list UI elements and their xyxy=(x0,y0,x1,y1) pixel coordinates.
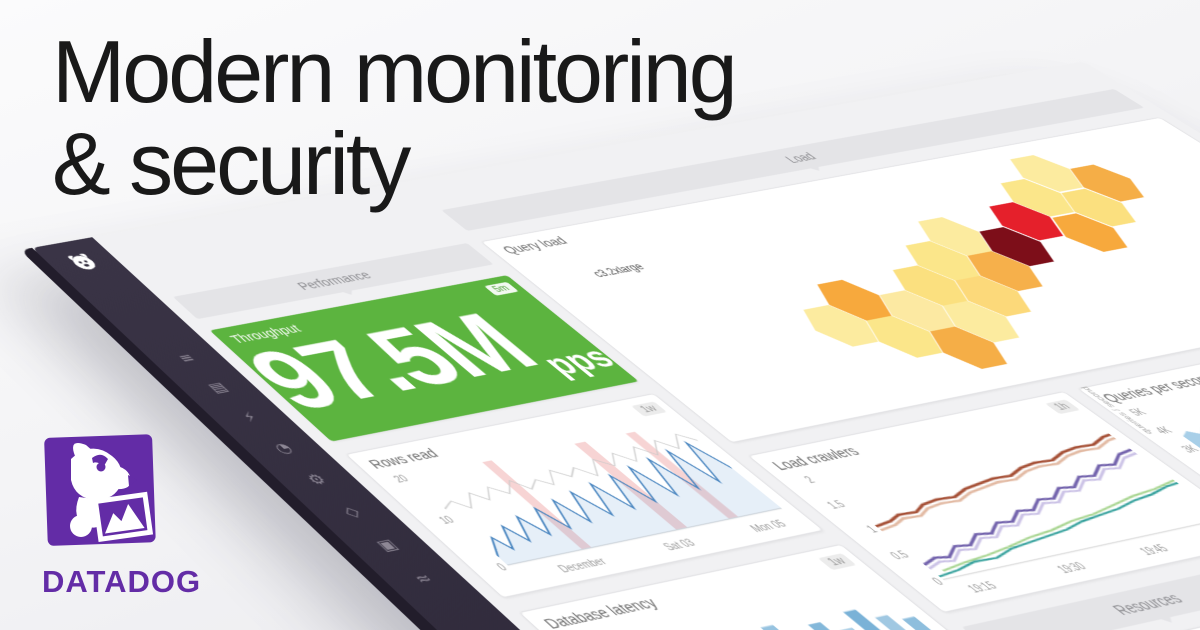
database-latency-timeframe-badge[interactable]: 1w xyxy=(817,553,857,571)
y-tick: 10 xyxy=(436,515,458,527)
x-tick: 19:15 xyxy=(966,580,1002,596)
dashboards-icon[interactable]: ▤ xyxy=(203,378,232,396)
queries-per-second-title: Queries per second xyxy=(1098,372,1200,406)
hex-cluster-label: c3.2xlarge xyxy=(589,261,648,280)
widget-rows-read[interactable]: Rows read 1w 20 10 0 December Sat 03 Mon… xyxy=(345,393,825,599)
x-tick: Mon 05 xyxy=(748,519,791,535)
x-tick: Sat 03 xyxy=(661,538,700,554)
menu-icon[interactable]: ≡ xyxy=(172,349,200,366)
logs-icon[interactable]: ≈ xyxy=(407,568,439,588)
datadog-wordmark: DATADOG xyxy=(42,564,202,599)
y-tick: 3K xyxy=(1180,444,1200,456)
load-crawlers-chart: 2 1.5 1 0.5 0 19:15 19:30 19:45 20:00 xyxy=(803,421,1200,595)
rows-read-chart: 20 10 0 December Sat 03 Mon 05 xyxy=(392,423,790,575)
apm-icon[interactable]: ▣ xyxy=(371,535,403,554)
datadog-dog-icon xyxy=(42,432,232,554)
load-crawlers-timeframe-badge[interactable]: 1h xyxy=(1044,399,1081,415)
settings-icon[interactable]: ⚙ xyxy=(301,470,332,489)
y-tick: 20 xyxy=(391,474,412,486)
y-tick: 0 xyxy=(495,562,511,574)
datadog-logo: DATADOG xyxy=(42,432,232,600)
tab-performance[interactable]: Performance xyxy=(293,268,375,293)
throughput-timeframe-badge[interactable]: 5m xyxy=(483,281,519,296)
title-line-1: Modern monitoring xyxy=(52,22,738,121)
infrastructure-icon[interactable]: ◇ xyxy=(337,502,366,521)
x-tick: 19:45 xyxy=(1137,543,1173,558)
tab-resources[interactable]: Resources xyxy=(1107,590,1188,618)
rows-read-title: Rows read xyxy=(365,446,443,473)
title-line-2: & security xyxy=(52,113,411,213)
tab-load[interactable]: Load xyxy=(781,150,820,165)
x-tick: 19:30 xyxy=(1055,561,1091,576)
page-title: Modern monitoring & security xyxy=(52,22,738,213)
x-tick: December xyxy=(556,556,611,576)
load-crawlers-title: Load crawlers xyxy=(768,444,865,474)
dashboard-screen: ≡ ▤ ⚡ ◔ ⚙ ◇ ▣ ≈ Load Performance Resourc… xyxy=(20,61,1200,630)
rows-read-timeframe-badge[interactable]: 1w xyxy=(631,401,668,417)
monitors-icon[interactable]: ◔ xyxy=(268,439,298,457)
datadog-nav-logo-icon xyxy=(59,249,110,277)
throughput-value: 97.5M xyxy=(223,297,562,429)
events-icon[interactable]: ⚡ xyxy=(236,408,263,426)
nav-sidebar: ≡ ▤ ⚡ ◔ ⚙ ◇ ▣ ≈ xyxy=(32,237,947,630)
query-load-title: Query load xyxy=(499,235,572,257)
